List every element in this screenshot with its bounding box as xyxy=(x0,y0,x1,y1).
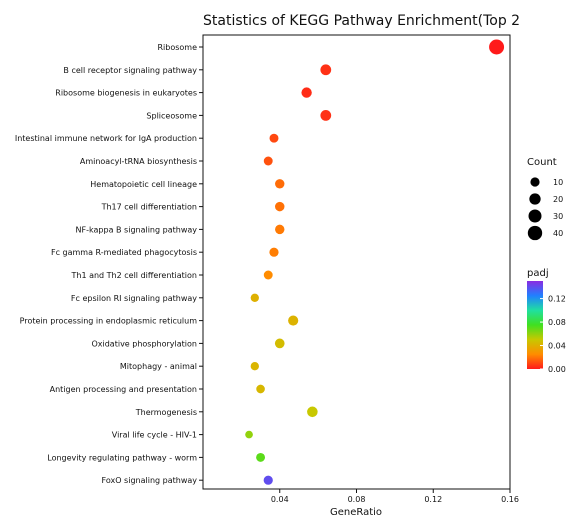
data-point xyxy=(288,315,299,326)
data-point xyxy=(320,110,332,121)
y-tick-label: Th17 cell differentiation xyxy=(101,203,197,212)
data-point xyxy=(307,406,318,418)
y-tick-label: FoxO signaling pathway xyxy=(102,476,198,485)
size-legend: Count 10 20 30 40 xyxy=(527,157,563,241)
y-tick-label: Ribosome xyxy=(157,43,197,52)
y-tick-label: Mitophagy - animal xyxy=(120,362,197,371)
x-tick-label: 0.12 xyxy=(424,495,442,504)
y-tick-label: Longevity regulating pathway - worm xyxy=(47,453,197,462)
color-bar-label: 0.12 xyxy=(548,295,566,304)
y-tick-label: Antigen processing and presentation xyxy=(50,385,197,394)
data-point xyxy=(275,179,285,189)
data-point xyxy=(250,362,259,371)
size-legend-label: 30 xyxy=(553,212,563,221)
x-axis: 0.04 0.08 0.12 0.16 xyxy=(271,489,519,504)
y-tick-label: Th1 and Th2 cell differentiation xyxy=(70,271,197,280)
x-tick-label: 0.04 xyxy=(271,495,289,504)
y-tick-label: Fc epsilon RI signaling pathway xyxy=(71,294,197,303)
plot-frame xyxy=(202,34,511,490)
data-point xyxy=(263,270,273,280)
data-point xyxy=(250,293,259,302)
data-point xyxy=(245,430,253,439)
data-point xyxy=(263,156,273,166)
chart-title: Statistics of KEGG Pathway Enrichment(To… xyxy=(203,13,520,29)
y-tick-label: Viral life cycle - HIV-1 xyxy=(112,431,197,440)
color-bar xyxy=(527,281,543,369)
y-tick-label: Spliceosome xyxy=(146,111,197,120)
color-legend: padj 0.00 0.04 0.08 0.12 xyxy=(527,268,566,374)
y-tick-label: Oxidative phosphorylation xyxy=(91,339,197,348)
color-bar-label: 0.04 xyxy=(548,342,566,351)
color-legend-title: padj xyxy=(527,268,549,279)
data-point xyxy=(256,452,266,462)
data-point xyxy=(301,87,312,98)
data-point xyxy=(263,475,273,485)
size-legend-marker xyxy=(530,177,540,187)
data-points xyxy=(245,39,505,485)
data-point xyxy=(256,384,265,394)
x-tick-label: 0.08 xyxy=(348,495,366,504)
color-bar-label: 0.00 xyxy=(548,365,566,374)
size-legend-marker xyxy=(529,193,541,205)
data-point xyxy=(274,338,285,349)
y-tick-label: Thermogenesis xyxy=(135,408,197,417)
size-legend-label: 10 xyxy=(553,178,563,187)
size-legend-title: Count xyxy=(527,157,557,168)
size-legend-label: 20 xyxy=(553,195,563,204)
y-tick-label: Ribosome biogenesis in eukaryotes xyxy=(55,89,197,98)
y-tick-label: Protein processing in endoplasmic reticu… xyxy=(20,317,198,326)
y-tick-label: Aminoacyl-tRNA biosynthesis xyxy=(80,157,197,166)
data-point xyxy=(275,201,285,212)
y-axis: Ribosome B cell receptor signaling pathwa… xyxy=(15,43,203,485)
size-legend-marker xyxy=(527,225,543,241)
x-axis-title: GeneRatio xyxy=(330,507,382,518)
color-bar-label: 0.08 xyxy=(548,318,566,327)
y-tick-label: NF-kappa B signaling pathway xyxy=(76,225,198,234)
y-tick-label: Intestinal immune network for IgA produc… xyxy=(15,134,197,143)
x-tick-label: 0.16 xyxy=(501,495,519,504)
data-point xyxy=(320,64,332,76)
data-point xyxy=(269,133,279,143)
data-point xyxy=(275,224,285,235)
y-tick-label: Fc gamma R-mediated phagocytosis xyxy=(51,248,197,257)
size-legend-marker xyxy=(528,209,542,223)
y-tick-label: B cell receptor signaling pathway xyxy=(63,66,197,75)
size-legend-label: 40 xyxy=(553,229,563,238)
y-tick-label: Hematopoietic cell lineage xyxy=(90,180,197,189)
data-point xyxy=(269,247,279,257)
data-point xyxy=(489,39,505,55)
